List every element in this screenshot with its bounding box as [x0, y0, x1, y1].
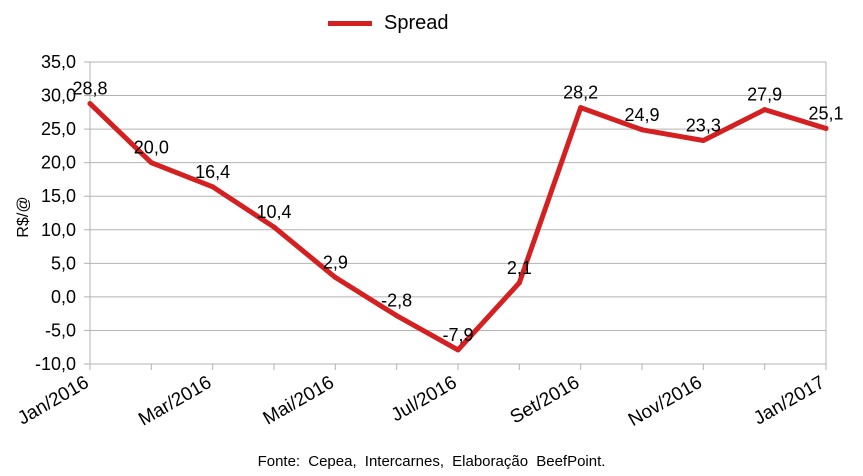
data-label: 16,4 — [195, 162, 230, 182]
y-tick-label: 10,0 — [41, 220, 76, 240]
data-label: 24,9 — [624, 105, 659, 125]
data-label: -2,8 — [381, 291, 412, 311]
x-tick-label: Set/2016 — [507, 372, 583, 428]
data-label: 28,8 — [72, 79, 107, 99]
data-label: 28,2 — [563, 83, 598, 103]
gridlines — [90, 61, 826, 365]
data-points — [87, 101, 829, 353]
x-axis-ticks: Jan/2016 Mar/2016 Mai/2016 Jul/2016 Set/2016… — [14, 364, 829, 431]
data-label: 2,9 — [323, 252, 348, 272]
x-tick-label: Nov/2016 — [625, 372, 706, 431]
legend: Spread — [328, 9, 449, 37]
data-label: 2,1 — [507, 258, 532, 278]
data-label: 10,4 — [256, 202, 291, 222]
data-point — [639, 127, 645, 133]
data-point — [394, 313, 400, 319]
y-tick-label: 15,0 — [41, 186, 76, 206]
y-tick-label: 5,0 — [51, 253, 76, 273]
data-point — [148, 160, 154, 166]
series-line-spread — [87, 101, 829, 353]
data-point — [332, 274, 338, 280]
data-label: 20,0 — [134, 138, 169, 158]
data-point — [271, 224, 277, 230]
data-point — [823, 125, 829, 131]
y-tick-label: 20,0 — [41, 153, 76, 173]
data-point — [455, 347, 461, 353]
legend-label-spread: Spread — [384, 11, 449, 34]
data-label: -7,9 — [442, 325, 473, 345]
y-tick-label: -10,0 — [35, 354, 76, 374]
data-point — [516, 280, 522, 286]
y-axis-ticks: -10,0 -5,0 0,0 5,0 10,0 15,0 20,0 25,0 30,0 35,0 — [35, 52, 90, 374]
y-tick-label: -5,0 — [45, 320, 76, 340]
data-point — [762, 107, 768, 113]
y-axis-label: R$/@ — [15, 196, 32, 237]
y-tick-label: 30,0 — [41, 86, 76, 106]
data-label: 25,1 — [808, 103, 843, 123]
data-point — [700, 138, 706, 144]
x-tick-label: Mar/2016 — [135, 372, 215, 430]
y-tick-label: 35,0 — [41, 52, 76, 72]
source-note: Fonte: Cepea, Intercarnes, Elaboração Be… — [257, 453, 606, 470]
x-tick-label: Jan/2017 — [750, 372, 828, 429]
y-tick-label: 25,0 — [41, 119, 76, 139]
data-label: 23,3 — [686, 116, 721, 136]
data-point — [87, 101, 93, 107]
data-label: 27,9 — [747, 85, 782, 105]
x-tick-label: Jan/2016 — [14, 372, 92, 429]
x-tick-label: Jul/2016 — [388, 372, 461, 426]
legend-swatch-spread — [328, 20, 372, 26]
data-labels: 28,8 20,0 16,4 10,4 2,9 -2,8 -7,9 2,1 28,2 24,9 23… — [72, 79, 843, 345]
data-point — [210, 184, 216, 190]
plot-area-frame — [89, 61, 827, 365]
y-tick-label: 0,0 — [51, 287, 76, 307]
data-point — [578, 105, 584, 111]
x-tick-label: Mai/2016 — [260, 372, 338, 429]
